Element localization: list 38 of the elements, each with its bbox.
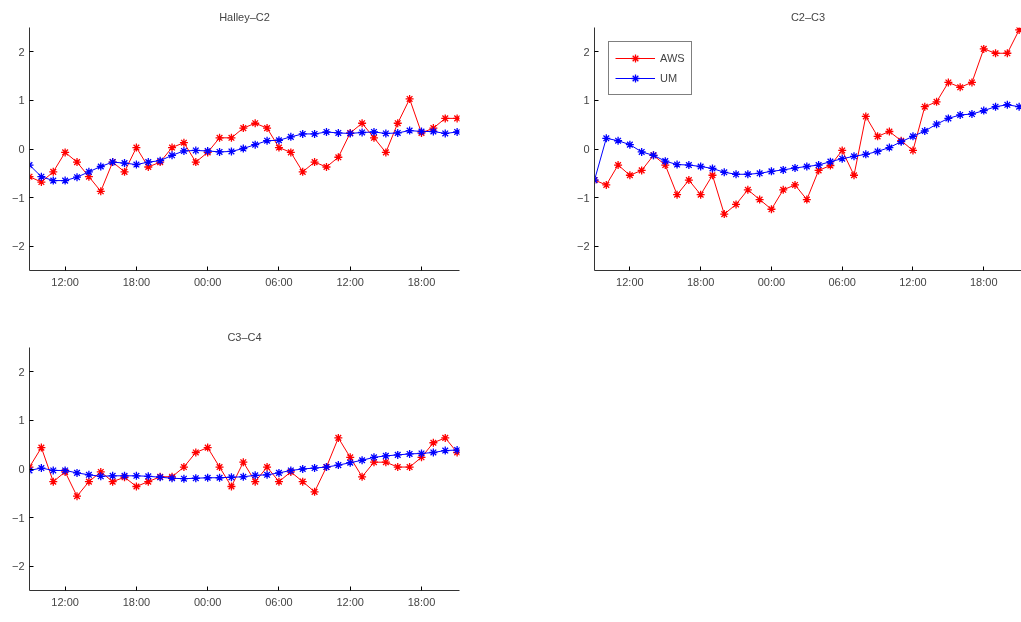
y-tick-label: 0 [18,143,25,155]
y-tick-label: −1 [576,191,590,204]
x-tick-label: 00:00 [757,275,786,288]
y-tick-label: 0 [18,463,25,475]
x-tick-label: 06:00 [265,595,293,608]
chart-title: Halley–C2 [219,10,270,23]
x-tick-label: 18:00 [969,275,998,288]
y-tick-label: −1 [11,511,25,524]
x-tick-label: 06:00 [828,275,856,288]
y-tick-label: −1 [11,191,25,204]
x-tick-label: 00:00 [193,275,222,288]
x-tick-label: 12:00 [336,595,364,608]
x-tick-label: 18:00 [407,595,436,608]
y-tick-label: −2 [11,560,25,573]
x-tick-label: 12:00 [616,275,644,288]
x-tick-label: 00:00 [193,595,222,608]
legend-label: AWS [660,52,685,64]
x-tick-label: 12:00 [899,275,927,288]
chart-title: C3–C4 [227,330,262,343]
y-tick-label: 0 [583,143,590,155]
x-tick-label: 18:00 [122,595,151,608]
x-tick-label: 18:00 [407,275,436,288]
x-tick-label: 06:00 [265,275,293,288]
y-tick-label: 1 [18,414,25,427]
x-tick-label: 12:00 [51,275,79,288]
y-tick-label: −2 [11,240,25,253]
legend-label: UM [660,72,679,84]
y-tick-label: −2 [576,240,590,253]
chart-title: C2–C3 [790,10,826,23]
y-tick-label: 2 [18,365,25,378]
y-tick-label: 2 [18,45,25,58]
x-tick-label: 12:00 [51,595,79,608]
x-tick-label: 12:00 [336,275,364,288]
y-tick-label: 1 [18,94,25,107]
y-tick-label: 1 [583,94,590,107]
x-tick-label: 18:00 [686,275,715,288]
x-tick-label: 18:00 [122,275,151,288]
y-tick-label: 2 [583,45,590,58]
